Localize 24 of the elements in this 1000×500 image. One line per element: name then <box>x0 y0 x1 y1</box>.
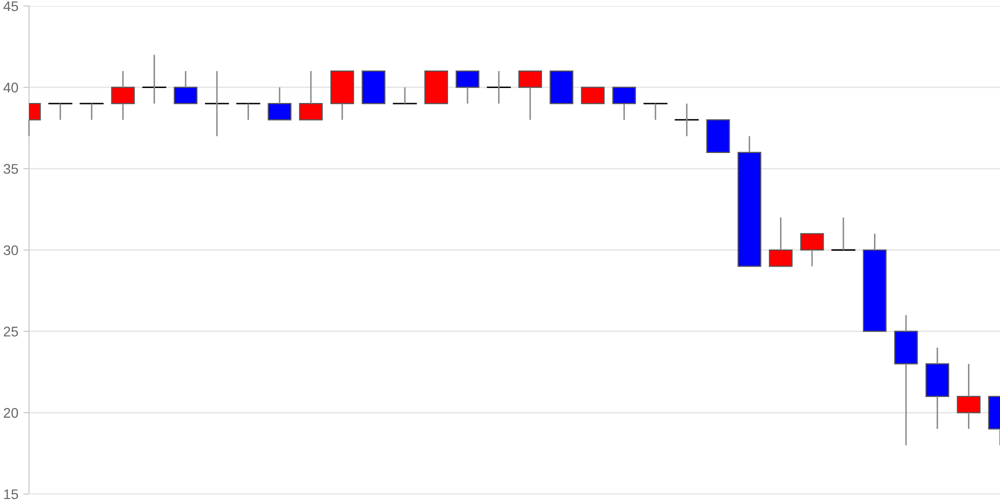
candlestick <box>738 135 762 267</box>
candlestick <box>894 314 918 446</box>
candlestick <box>330 70 354 121</box>
candlestick <box>612 86 636 121</box>
candlestick <box>800 233 824 267</box>
y-tick-label: 30 <box>4 245 18 256</box>
candlestick <box>862 233 887 332</box>
y-tick-label: 20 <box>4 408 18 418</box>
candlestick <box>518 70 542 121</box>
y-tick-label: 45 <box>3 1 18 12</box>
y-tick-label: 15 <box>4 489 18 500</box>
candlestick <box>174 70 198 104</box>
candlestick <box>268 86 292 120</box>
candlestick <box>111 70 135 121</box>
candlestick <box>204 70 229 137</box>
candlestick <box>768 216 793 267</box>
candlestick <box>299 70 323 120</box>
candlestick <box>456 70 480 104</box>
candlestick <box>831 216 856 251</box>
candlestick <box>926 346 950 430</box>
y-tick-label: 40 <box>3 82 18 93</box>
candlestick <box>956 363 981 430</box>
y-tick-label: 35 <box>4 164 18 174</box>
y-tick-label: 25 <box>4 326 18 337</box>
